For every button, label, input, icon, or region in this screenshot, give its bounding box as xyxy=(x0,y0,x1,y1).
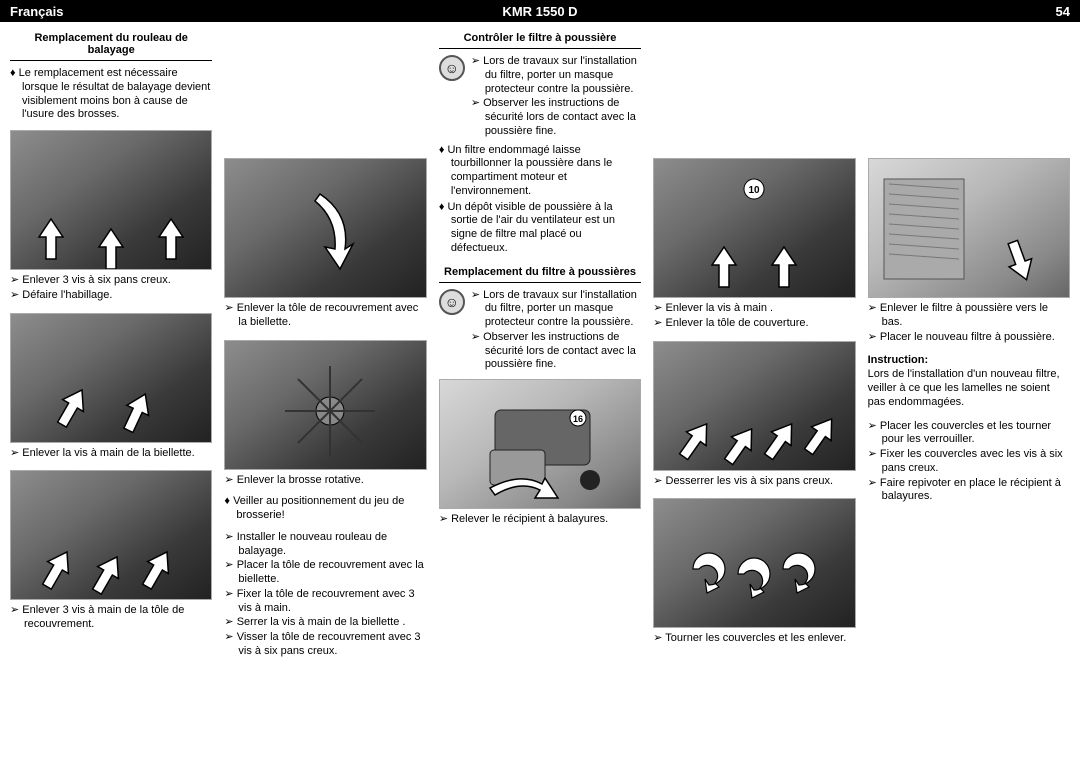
arrow-overlay-icon xyxy=(869,159,1069,297)
arrow-overlay-icon xyxy=(225,159,425,297)
svg-text:10: 10 xyxy=(749,185,761,196)
caption-item: Tourner les couvercles et les enlever. xyxy=(653,632,855,646)
caption-item: Placer la tôle de recouvrement avec la b… xyxy=(224,559,426,587)
arrow-overlay-icon xyxy=(11,314,211,442)
caption-item: Enlever 3 vis à main de la tôle de recou… xyxy=(10,604,212,632)
caption-list: Enlever 3 vis à six pans creux. Défaire … xyxy=(10,274,212,303)
arrow-overlay-icon xyxy=(11,131,211,269)
safety-item: Observer les instructions de sécurité lo… xyxy=(471,97,641,138)
caption-item: Enlever la vis à main . xyxy=(653,302,855,316)
caption-list: Tourner les couvercles et les enlever. xyxy=(653,632,855,646)
caption-list: Enlever le filtre à poussière vers le ba… xyxy=(868,302,1070,344)
step-item: Faire repivoter en place le récipient à … xyxy=(868,477,1070,505)
column-4: 10 Enlever la vis à main . Enlever la tô… xyxy=(653,30,855,667)
figure-turn-covers xyxy=(653,498,855,628)
step-item: Placer les couvercles et les tourner pou… xyxy=(868,420,1070,448)
mask-warning-icon: ☺ xyxy=(439,289,465,315)
figure-remove-brush xyxy=(224,340,426,470)
arrow-overlay-icon xyxy=(654,499,854,627)
column-5: Enlever le filtre à poussière vers le ba… xyxy=(868,30,1070,667)
page-body: Remplacement du rouleau de balayage Le r… xyxy=(0,22,1080,675)
safety-list: Lors de travaux sur l'installation du fi… xyxy=(471,55,641,140)
final-steps-list: Placer les couvercles et les tourner pou… xyxy=(868,420,1070,505)
sweeper-machine-icon: 16 xyxy=(440,380,640,508)
brush-icon xyxy=(225,341,425,469)
section-title-replace-filter: Remplacement du filtre à poussières xyxy=(439,264,641,283)
figure-remove-dust-filter xyxy=(868,158,1070,298)
figure-remove-cover: 10 xyxy=(653,158,855,298)
caption-item: Enlever le filtre à poussière vers le ba… xyxy=(868,302,1070,330)
arrow-overlay-icon xyxy=(11,471,211,599)
column-2: Enlever la tôle de recouvrement avec la … xyxy=(224,30,426,667)
safety-block: ☺ Lors de travaux sur l'installation du … xyxy=(439,289,641,374)
caption-item: Placer le nouveau filtre à poussière. xyxy=(868,331,1070,345)
svg-text:16: 16 xyxy=(573,414,583,424)
caption-item: Fixer la tôle de recouvrement avec 3 vis… xyxy=(224,588,426,616)
safety-list: Lors de travaux sur l'installation du fi… xyxy=(471,289,641,374)
caption-item: Enlever la tôle de recouvrement avec la … xyxy=(224,302,426,330)
caption-list: Enlever la tôle de recouvrement avec la … xyxy=(224,302,426,330)
caption-item: Serrer la vis à main de la biellette . xyxy=(224,616,426,630)
intro-item: Le remplacement est nécessaire lorsque l… xyxy=(10,67,212,122)
header-page-number: 54 xyxy=(1056,4,1070,19)
safety-item: Lors de travaux sur l'installation du fi… xyxy=(471,289,641,330)
caption-list: Enlever la vis à main de la biellette. xyxy=(10,447,212,461)
step-item: Fixer les couvercles avec les vis à six … xyxy=(868,448,1070,476)
safety-item: Lors de travaux sur l'installation du fi… xyxy=(471,55,641,96)
caption-list: Installer le nouveau rouleau de balayage… xyxy=(224,531,426,659)
figure-remove-cover-plate xyxy=(224,158,426,298)
caption-item: Enlever 3 vis à six pans creux. xyxy=(10,274,212,288)
safety-block: ☺ Lors de travaux sur l'installation du … xyxy=(439,55,641,140)
header-model: KMR 1550 D xyxy=(502,4,577,19)
section-title-check-filter: Contrôler le filtre à poussière xyxy=(439,30,641,49)
figure-loosen-hex-screws xyxy=(653,341,855,471)
caption-list: Enlever la vis à main . Enlever la tôle … xyxy=(653,302,855,331)
page-header: Français KMR 1550 D 54 xyxy=(0,0,1080,22)
caption-list: Relever le récipient à balayures. xyxy=(439,513,641,527)
instruction-heading: Instruction: xyxy=(868,354,1070,366)
caption-item: Visser la tôle de recouvrement avec 3 vi… xyxy=(224,631,426,659)
caption-item: Enlever la brosse rotative. xyxy=(224,474,426,488)
figure-remove-hex-screws xyxy=(10,130,212,270)
figure-remove-cover-screws xyxy=(10,470,212,600)
section-title-roller-replacement: Remplacement du rouleau de balayage xyxy=(10,30,212,61)
note-item: Veiller au positionnement du jeu de bros… xyxy=(224,495,426,523)
column-1: Remplacement du rouleau de balayage Le r… xyxy=(10,30,212,667)
caption-item: Enlever la tôle de couverture. xyxy=(653,317,855,331)
note-item: Un dépôt visible de poussière à la sorti… xyxy=(439,201,641,256)
arrow-overlay-icon xyxy=(654,342,854,470)
caption-list: Desserrer les vis à six pans creux. xyxy=(653,475,855,489)
figure-raise-container: 16 xyxy=(439,379,641,509)
figure-remove-hand-screw xyxy=(10,313,212,443)
instruction-text: Lors de l'installation d'un nouveau filt… xyxy=(868,368,1070,409)
caption-item: Relever le récipient à balayures. xyxy=(439,513,641,527)
intro-list: Le remplacement est nécessaire lorsque l… xyxy=(10,67,212,122)
notes-list: Un filtre endommagé laisse tourbillonner… xyxy=(439,144,641,256)
caption-item: Enlever la vis à main de la biellette. xyxy=(10,447,212,461)
note-list: Veiller au positionnement du jeu de bros… xyxy=(224,495,426,523)
safety-item: Observer les instructions de sécurité lo… xyxy=(471,331,641,372)
caption-list: Enlever 3 vis à main de la tôle de recou… xyxy=(10,604,212,632)
caption-item: Desserrer les vis à six pans creux. xyxy=(653,475,855,489)
caption-item: Installer le nouveau rouleau de balayage… xyxy=(224,531,426,559)
column-3: Contrôler le filtre à poussière ☺ Lors d… xyxy=(439,30,641,667)
caption-item: Défaire l'habillage. xyxy=(10,289,212,303)
header-language: Français xyxy=(10,4,63,19)
caption-list: Enlever la brosse rotative. xyxy=(224,474,426,488)
arrow-overlay-icon: 10 xyxy=(654,159,854,297)
note-item: Un filtre endommagé laisse tourbillonner… xyxy=(439,144,641,199)
mask-warning-icon: ☺ xyxy=(439,55,465,81)
